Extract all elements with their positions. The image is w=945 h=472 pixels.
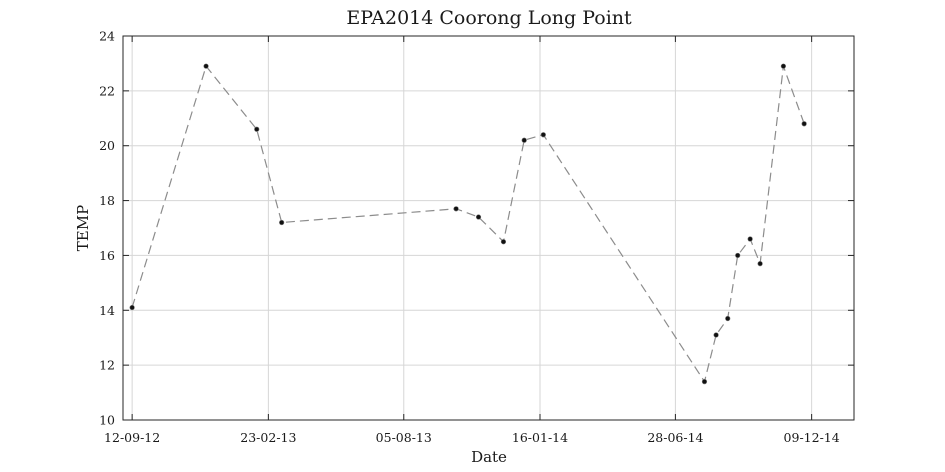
data-point <box>500 239 507 245</box>
plot-frame <box>122 35 855 421</box>
data-point <box>453 206 459 212</box>
x-axis-label: Date <box>471 448 507 466</box>
data-point <box>701 379 708 385</box>
y-tick-label: 14 <box>99 303 115 318</box>
y-tick-label: 22 <box>99 83 115 98</box>
y-axis-label: TEMP <box>74 205 92 251</box>
data-point <box>521 137 527 143</box>
x-tick-label: 23-02-13 <box>240 430 296 445</box>
data-point <box>203 63 209 69</box>
y-tick-label: 24 <box>99 29 115 44</box>
data-point <box>540 132 546 138</box>
tick-layer: 10 12 14 16 18 20 22 24 12-09-12 23-02-13 05-08-13… <box>99 29 854 445</box>
data-point <box>279 219 285 226</box>
x-tick-label: 12-09-12 <box>104 430 160 445</box>
data-point <box>725 315 731 322</box>
data-point <box>801 121 807 127</box>
data-point <box>475 214 482 220</box>
data-point <box>757 261 763 267</box>
y-tick-label: 12 <box>99 358 115 373</box>
y-tick-label: 20 <box>99 138 115 153</box>
y-tick-label: 10 <box>99 413 115 428</box>
y-tick-label: 18 <box>99 193 115 208</box>
chart-title: EPA2014 Coorong Long Point <box>346 7 632 29</box>
data-point <box>713 332 719 338</box>
series-layer <box>129 63 807 385</box>
data-point <box>747 236 753 242</box>
x-tick-label: 05-08-13 <box>376 430 432 445</box>
data-point <box>735 252 741 259</box>
data-point <box>254 126 260 132</box>
data-point <box>129 304 135 311</box>
x-tick-label: 09-12-14 <box>784 430 840 445</box>
series-line <box>131 64 805 384</box>
x-tick-label: 16-01-14 <box>512 430 568 445</box>
x-tick-label: 28-06-14 <box>647 430 703 445</box>
y-tick-label: 16 <box>99 248 115 263</box>
data-point <box>780 63 786 69</box>
grid-layer <box>123 35 854 421</box>
